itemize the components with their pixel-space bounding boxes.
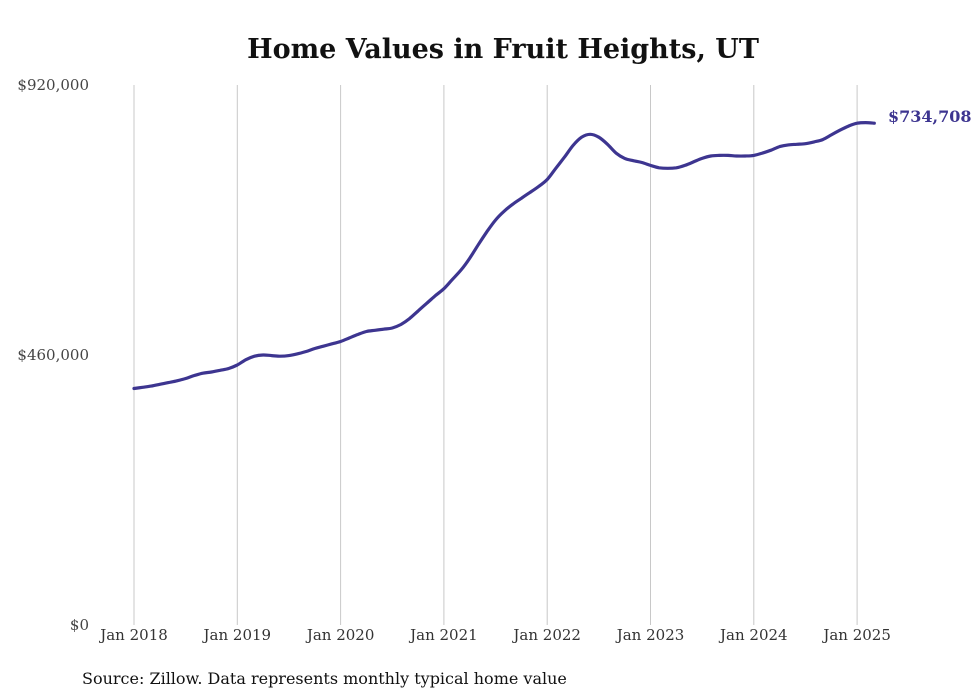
x-tick-label: Jan 2018	[98, 626, 168, 644]
x-tick-label: Jan 2019	[202, 626, 272, 644]
x-tick-label: Jan 2025	[821, 626, 891, 644]
chart-title: Home Values in Fruit Heights, UT	[247, 34, 759, 65]
source-note: Source: Zillow. Data represents monthly …	[82, 669, 567, 688]
y-tick-label: $920,000	[17, 76, 89, 94]
x-axis-ticks: Jan 2018 Jan 2019 Jan 2020 Jan 2021 Jan 2022…	[98, 626, 891, 644]
y-tick-label: $460,000	[17, 346, 89, 364]
grid-lines	[133, 85, 858, 625]
home-value-line	[132, 121, 876, 391]
y-axis-ticks: $0 $460,000 $920,000	[17, 76, 89, 634]
y-tick-label: $0	[70, 616, 89, 634]
x-tick-label: Jan 2024	[718, 626, 788, 644]
x-tick-label: Jan 2021	[408, 626, 478, 644]
latest-value-label: $734,708	[888, 107, 972, 126]
x-tick-label: Jan 2023	[615, 626, 685, 644]
x-tick-label: Jan 2020	[305, 626, 375, 644]
x-tick-label: Jan 2022	[511, 626, 581, 644]
